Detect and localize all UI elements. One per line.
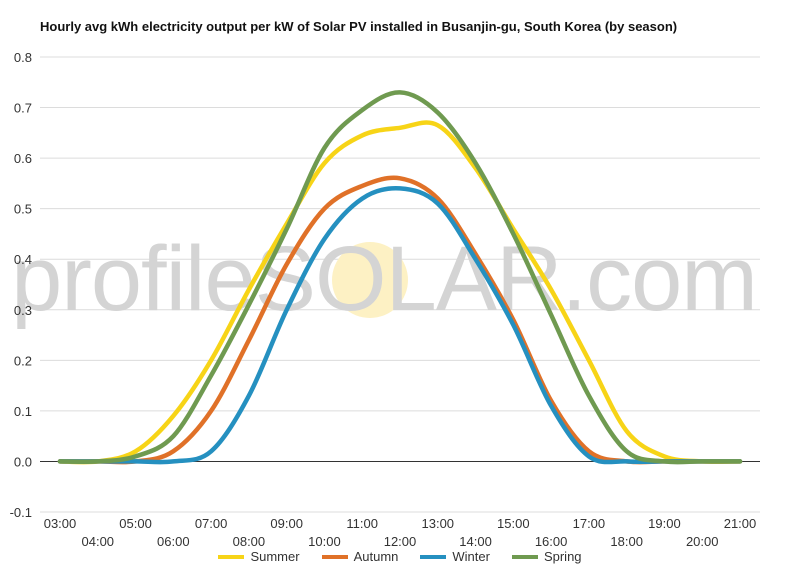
legend-swatch [511,554,538,559]
x-tick-label: 05:00 [119,516,152,531]
watermark-sun [332,242,408,318]
legend-label: Autumn [353,549,399,564]
series-line-spring [57,90,743,465]
y-tick-label: 0.3 [14,303,32,318]
series-line-winter [57,186,743,465]
legend-item-autumn[interactable]: Autumn [321,549,399,564]
x-tick-label: 17:00 [573,516,606,531]
x-tick-label: 08:00 [233,534,266,549]
legend-item-spring[interactable]: Spring [511,549,582,564]
x-tick-label: 20:00 [686,534,719,549]
watermark-group: profileSOLAR.com [11,228,758,330]
x-tick-label: 19:00 [648,516,681,531]
x-tick-label: 14:00 [459,534,492,549]
legend-label: Winter [452,549,490,564]
watermark-text: profileSOLAR.com [11,228,757,330]
y-tick-label: -0.1 [10,505,32,520]
legend-swatch [420,554,447,559]
y-tick-label: 0.8 [14,50,32,65]
x-tick-label: 10:00 [308,534,341,549]
x-tick-label: 12:00 [384,534,417,549]
y-tick-label: 0.7 [14,101,32,116]
y-tick-label: 0.1 [14,404,32,419]
legend-swatch [321,554,348,559]
y-tick-label: 0.0 [14,454,32,469]
x-tick-label: 18:00 [610,534,643,549]
legend: Summer Autumn Winter Spring [0,549,800,564]
x-tick-label: 04:00 [82,534,115,549]
legend-swatch [218,554,245,559]
x-tick-label: 16:00 [535,534,568,549]
legend-item-winter[interactable]: Winter [420,549,490,564]
x-tick-label: 21:00 [724,516,757,531]
x-tick-label: 06:00 [157,534,190,549]
x-tick-label: 13:00 [422,516,455,531]
y-tick-label: 0.6 [14,151,32,166]
legend-label: Summer [250,549,300,564]
y-tick-label: 0.4 [14,252,32,267]
legend-label: Spring [543,549,582,564]
x-tick-label: 15:00 [497,516,530,531]
legend-item-summer[interactable]: Summer [218,549,300,564]
series-lines [57,90,743,465]
x-tick-label: 07:00 [195,516,228,531]
axis-labels: 0.8 0.7 0.6 0.5 0.4 0.3 0.2 0.1 0.0 -0.1 03:00 05:0… [10,50,757,549]
y-tick-label: 0.2 [14,353,32,368]
y-tick-label: 0.5 [14,202,32,217]
x-tick-label: 09:00 [270,516,303,531]
chart-title: Hourly avg kWh electricity output per kW… [40,19,678,34]
x-tick-label: 03:00 [44,516,77,531]
series-line-summer [57,120,743,465]
x-tick-label: 11:00 [346,516,378,531]
